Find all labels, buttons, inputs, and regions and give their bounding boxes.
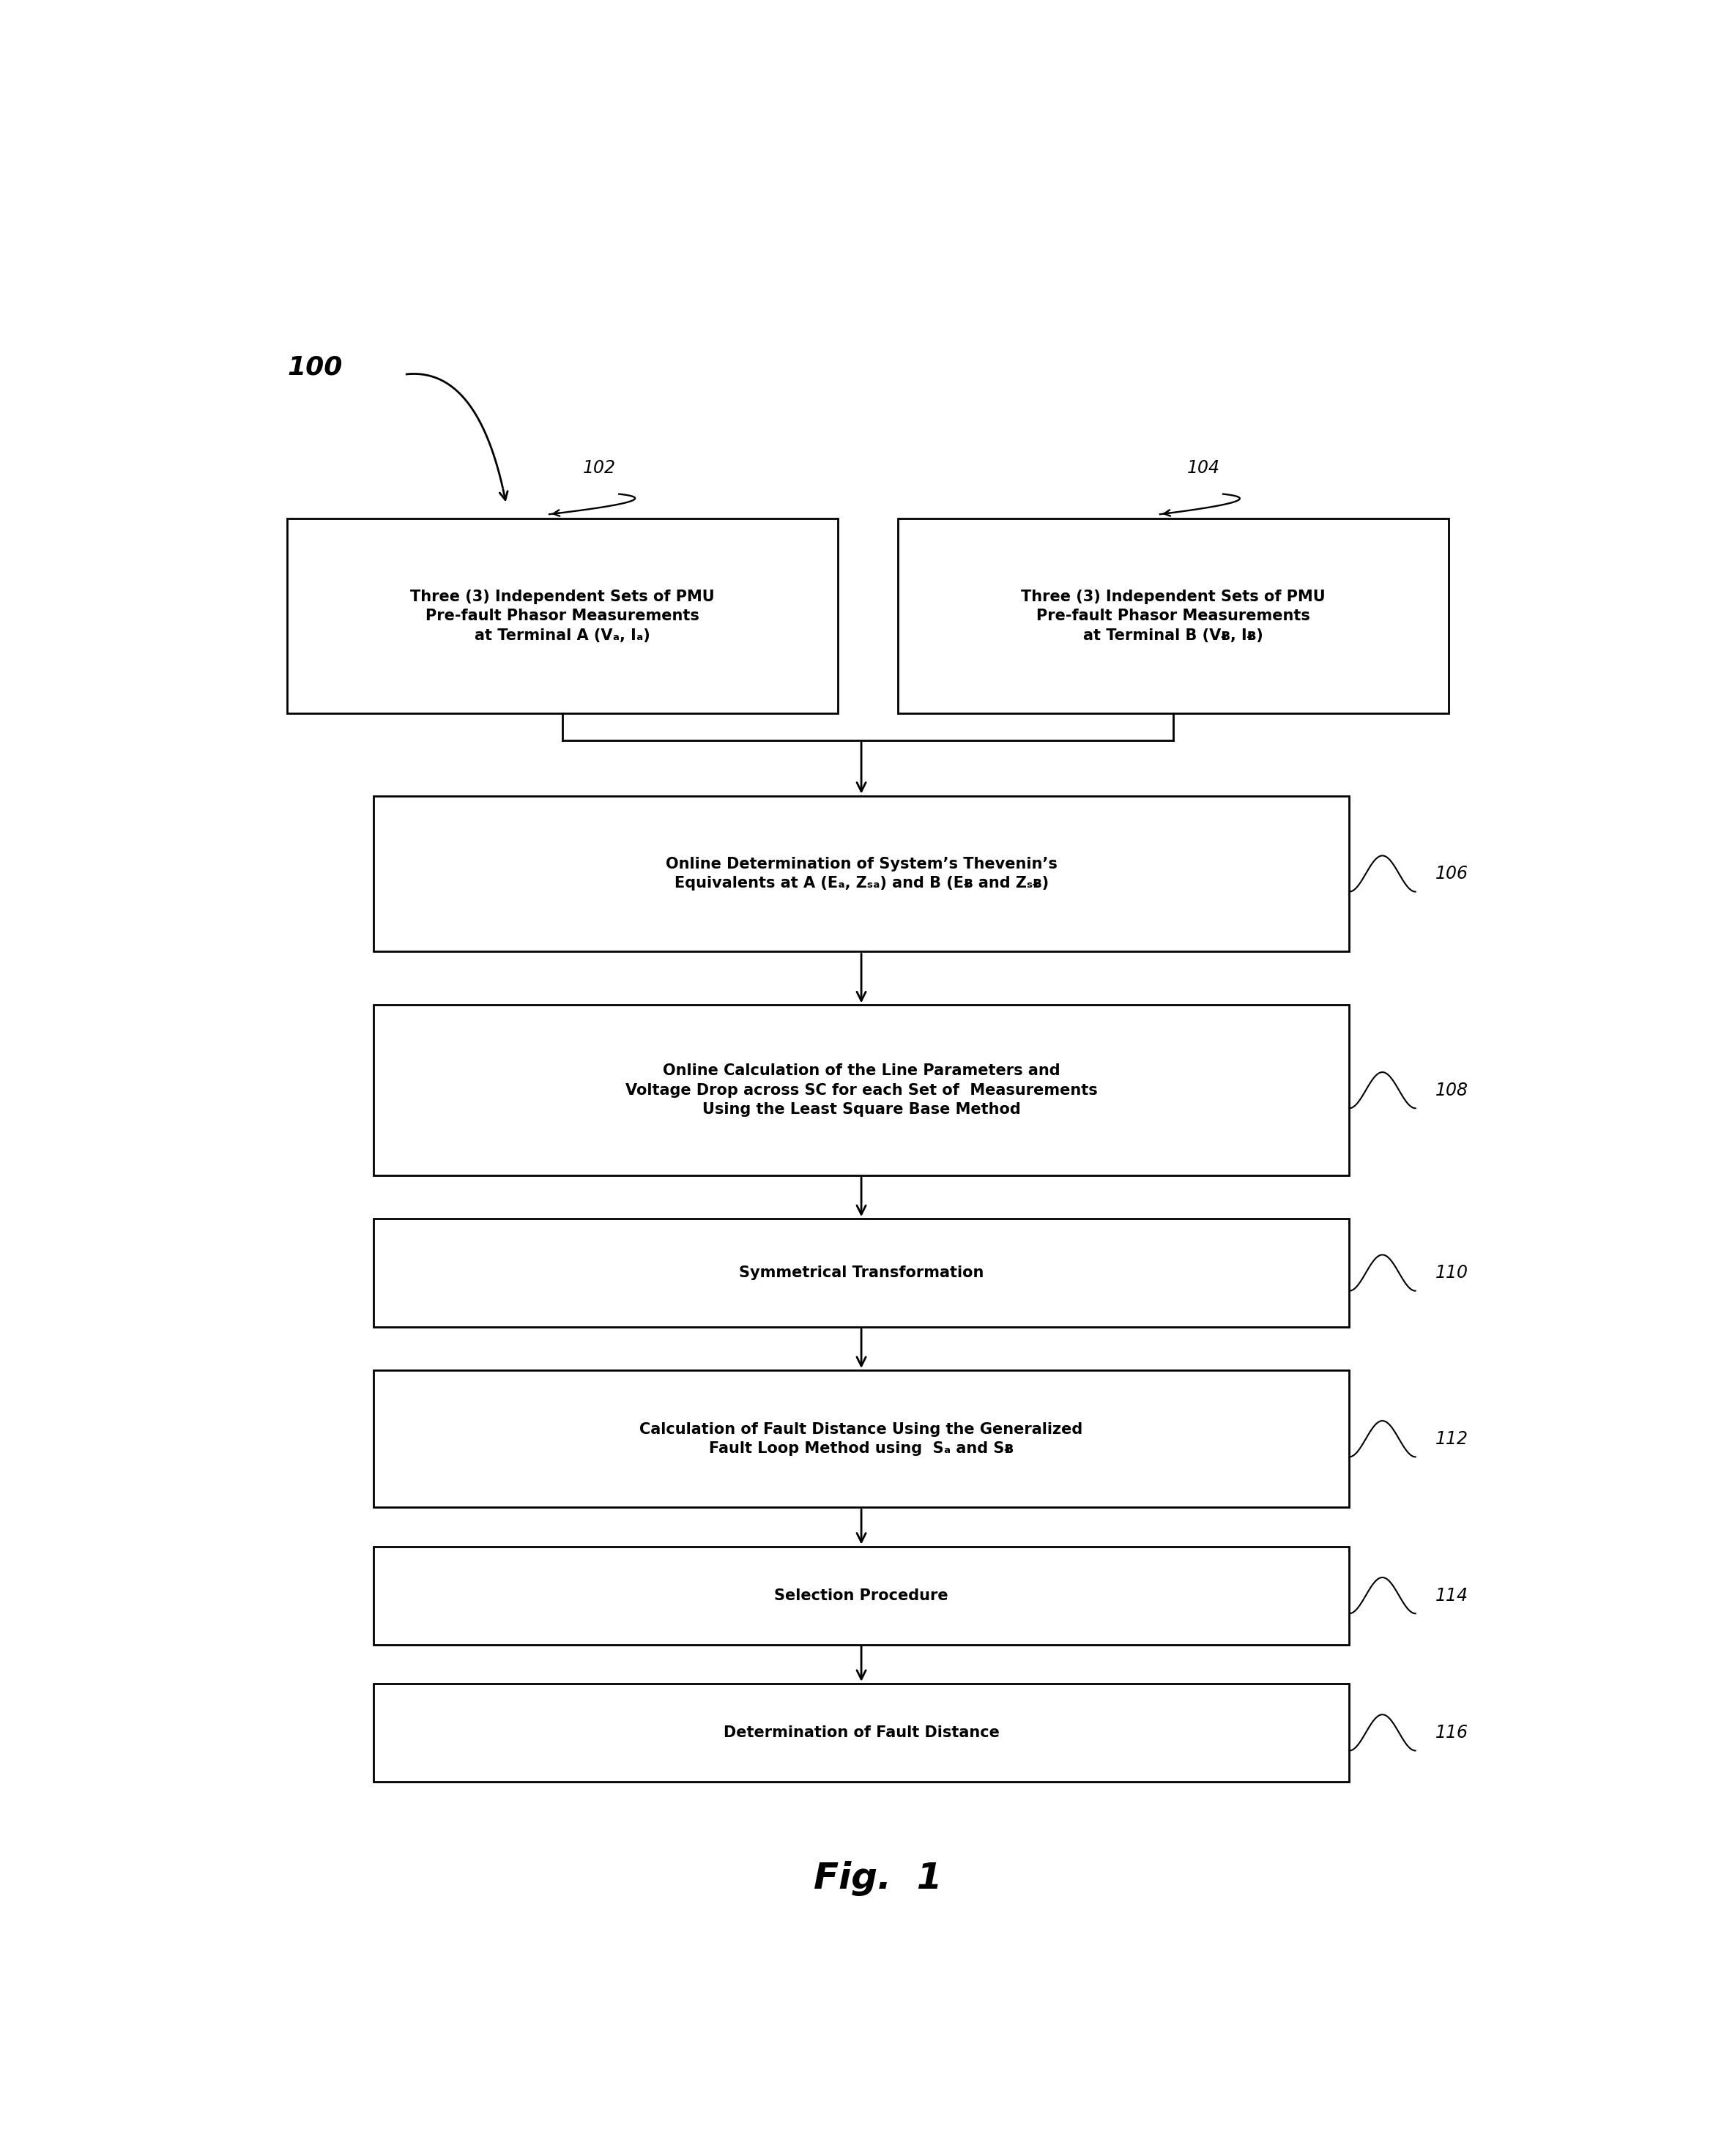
Text: 102: 102 (582, 459, 615, 476)
Text: 108: 108 (1435, 1082, 1468, 1100)
Text: 116: 116 (1435, 1725, 1468, 1742)
Bar (898, 520, 1449, 714)
Text: 100: 100 (288, 354, 343, 379)
Bar (288, 520, 838, 714)
Bar (373, 1546, 1350, 1645)
Text: 114: 114 (1435, 1587, 1468, 1604)
Text: 106: 106 (1435, 865, 1468, 882)
Text: Online Calculation of the Line Parameters and
Voltage Drop across SC for each Se: Online Calculation of the Line Parameter… (625, 1063, 1098, 1117)
Bar (373, 1005, 1350, 1175)
Bar (373, 1684, 1350, 1781)
Text: Selection Procedure: Selection Procedure (774, 1589, 949, 1602)
Bar (373, 1218, 1350, 1326)
Text: Fig.  1: Fig. 1 (814, 1861, 942, 1895)
Bar (373, 1371, 1350, 1507)
Text: Three (3) Independent Sets of PMU
Pre-fault Phasor Measurements
at Terminal B (V: Three (3) Independent Sets of PMU Pre-fa… (1021, 589, 1326, 642)
Text: Online Determination of System’s Thevenin’s
Equivalents at A (Eₐ, Zₛₐ) and B (Eᴃ: Online Determination of System’s Theveni… (665, 856, 1057, 890)
Text: Determination of Fault Distance: Determination of Fault Distance (723, 1725, 999, 1740)
Text: 112: 112 (1435, 1429, 1468, 1447)
Text: 104: 104 (1187, 459, 1220, 476)
Text: 110: 110 (1435, 1263, 1468, 1281)
Bar (373, 796, 1350, 951)
Text: Three (3) Independent Sets of PMU
Pre-fault Phasor Measurements
at Terminal A (V: Three (3) Independent Sets of PMU Pre-fa… (411, 589, 714, 642)
Text: Calculation of Fault Distance Using the Generalized
Fault Loop Method using  Sₐ : Calculation of Fault Distance Using the … (639, 1421, 1083, 1455)
Text: Symmetrical Transformation: Symmetrical Transformation (738, 1266, 983, 1281)
